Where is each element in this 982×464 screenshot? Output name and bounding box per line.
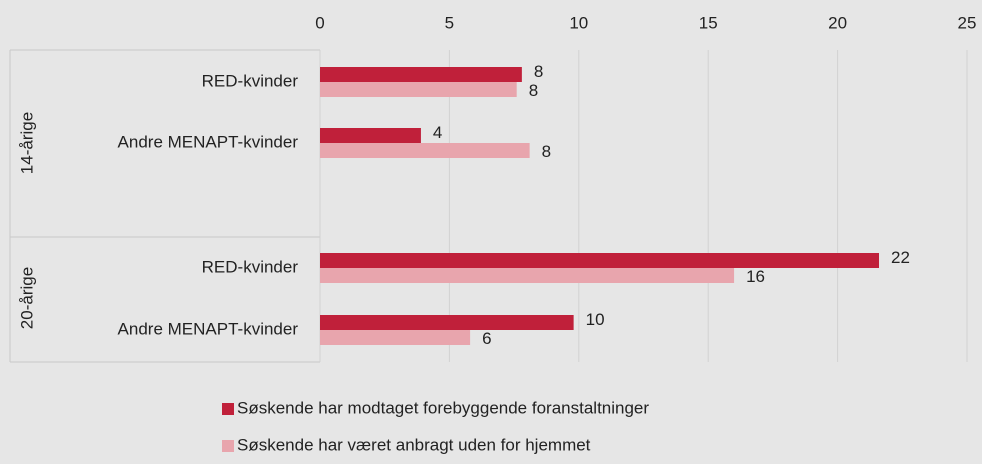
x-tick-label: 25	[958, 13, 977, 32]
data-label: 8	[542, 142, 551, 161]
group-label: 20-årige	[17, 267, 36, 329]
bar	[320, 253, 880, 268]
x-tick-label: 0	[315, 13, 324, 32]
y-tick-label: RED-kvinder	[202, 257, 299, 276]
data-label: 4	[433, 123, 442, 142]
legend-swatch	[222, 403, 234, 415]
x-tick-label: 20	[828, 13, 847, 32]
legend-label: Søskende har været anbragt uden for hjem…	[237, 435, 591, 454]
bar	[320, 315, 574, 330]
data-label: 6	[482, 329, 491, 348]
data-label: 10	[586, 310, 605, 329]
bar	[320, 67, 522, 82]
legend-label: Søskende har modtaget forebyggende foran…	[237, 398, 649, 417]
x-tick-label: 15	[699, 13, 718, 32]
legend-swatch	[222, 440, 234, 452]
bar	[320, 82, 517, 97]
data-label: 8	[534, 62, 543, 81]
y-tick-label: Andre MENAPT-kvinder	[118, 132, 299, 151]
data-label: 16	[746, 267, 765, 286]
y-tick-label: RED-kvinder	[202, 71, 299, 90]
group-label: 14-årige	[17, 112, 36, 174]
data-label: 22	[891, 248, 910, 267]
y-tick-label: Andre MENAPT-kvinder	[118, 319, 299, 338]
x-tick-label: 10	[569, 13, 588, 32]
bar	[320, 268, 735, 283]
bar	[320, 330, 471, 345]
bar	[320, 143, 530, 158]
x-tick-label: 5	[445, 13, 454, 32]
bar	[320, 128, 421, 143]
data-label: 8	[529, 81, 538, 100]
